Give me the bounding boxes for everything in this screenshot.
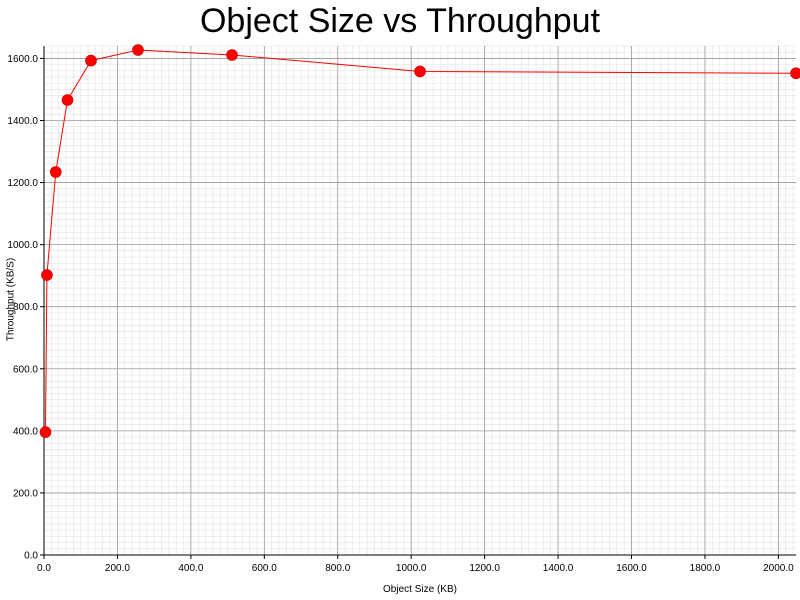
data-point xyxy=(49,166,62,178)
x-tick-label: 1600.0 xyxy=(616,563,647,574)
y-tick-label: 400.0 xyxy=(13,426,38,437)
y-tick-label: 1200.0 xyxy=(7,178,38,189)
data-point xyxy=(790,67,800,80)
chart-title: Object Size vs Throughput xyxy=(199,2,601,40)
x-tick-label: 600.0 xyxy=(252,563,277,574)
y-tick-label: 200.0 xyxy=(13,488,38,499)
data-point xyxy=(39,426,52,438)
y-tick-label: 1600.0 xyxy=(7,54,38,65)
x-tick-label: 1000.0 xyxy=(396,563,427,574)
data-point xyxy=(41,269,53,281)
x-tick-label: 400.0 xyxy=(178,563,203,574)
data-point xyxy=(61,94,74,106)
x-tick-label: 1400.0 xyxy=(543,563,574,574)
x-tick-label: 1200.0 xyxy=(469,563,500,574)
y-axis-label: Throughput (KB/S) xyxy=(5,257,17,342)
x-tick-label: 200.0 xyxy=(105,563,130,574)
x-tick-label: 0.0 xyxy=(37,563,51,574)
y-tick-label: 1000.0 xyxy=(7,240,38,251)
data-point xyxy=(132,44,144,56)
y-tick-label: 0.0 xyxy=(24,551,38,562)
x-tick-label: 2000.0 xyxy=(763,563,794,574)
data-point xyxy=(414,65,426,78)
data-point xyxy=(226,49,238,61)
y-tick-label: 1400.0 xyxy=(7,116,38,127)
x-axis-label: Object Size (KB) xyxy=(383,584,457,595)
x-tick-label: 800.0 xyxy=(325,563,350,574)
y-tick-label: 600.0 xyxy=(13,364,38,375)
y-tick-label: 800.0 xyxy=(13,302,38,313)
data-point xyxy=(85,54,97,67)
x-tick-label: 1800.0 xyxy=(690,563,721,574)
